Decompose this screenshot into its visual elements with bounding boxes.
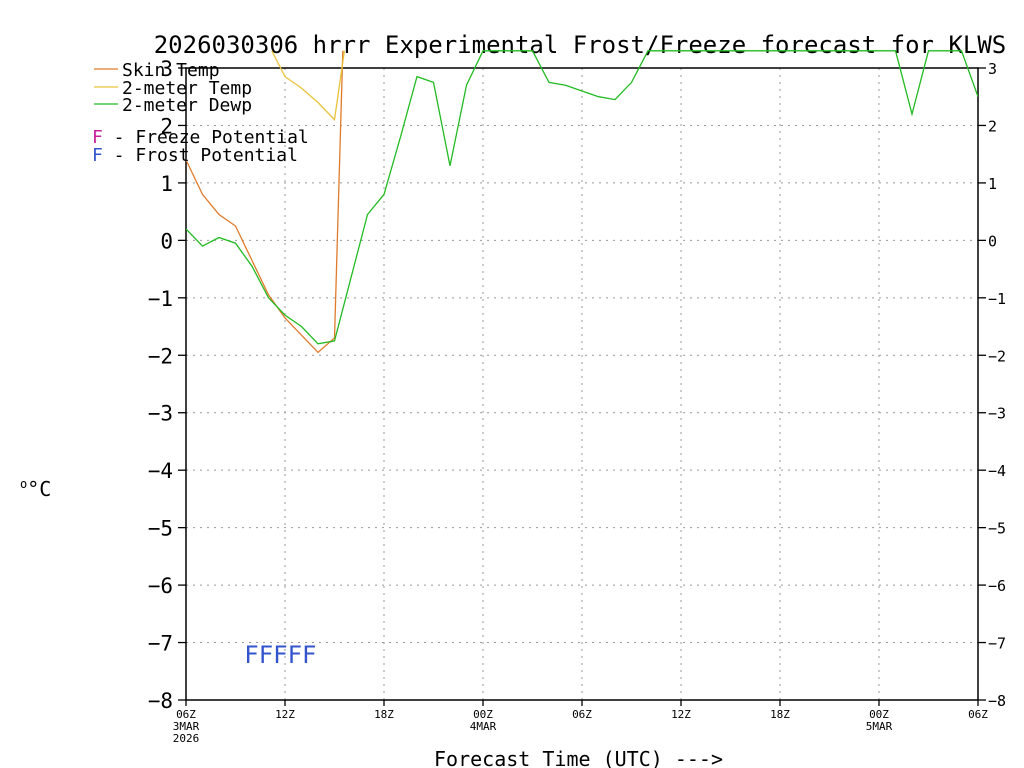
freeze-potential-legend: F - Freeze Potential [92, 127, 309, 148]
y-tick-label-left: −4 [148, 459, 173, 483]
series-line-skin-temp [186, 50, 344, 354]
y-tick-label-left: −1 [148, 287, 173, 311]
y-tick-label-right: −3 [988, 405, 1006, 423]
y-axis: 3 3 2 2 1 1 0 0 −1 −1 −2 −2 −3 −3 −4 −4 −5 −5 −6 −6 −7 −7 −8 −8 [148, 57, 1006, 713]
y-tick-label-left: 3 [160, 57, 173, 81]
x-tick-label: 18Z [770, 708, 790, 721]
y-tick-label-left: −6 [148, 574, 173, 598]
series-line-2-meter-temp [271, 50, 346, 122]
y-tick-label-left: −2 [148, 344, 173, 368]
y-tick-label-left: −8 [148, 689, 173, 713]
y-tick-label-right: −6 [988, 577, 1006, 595]
frost-potential-marks: FFFFF [244, 641, 316, 669]
legend-label-2m-temp: 2-meter Temp [122, 78, 252, 99]
y-tick-label-right: 2 [988, 117, 997, 135]
x-tick-label: 06Z [176, 708, 196, 721]
freeze-potential-letter: F [92, 127, 103, 148]
legend-label-skin-temp: Skin Temp [122, 60, 220, 81]
x-tick-label: 18Z [374, 708, 394, 721]
y-tick-label-right: −7 [988, 635, 1006, 653]
frost-potential-text: - Frost Potential [103, 145, 298, 166]
y-tick-label-left: −5 [148, 517, 173, 541]
y-tick-label-right: 0 [988, 232, 997, 250]
x-axis-label: Forecast Time (UTC) ---> [434, 747, 723, 768]
y-tick-label-right: 1 [988, 175, 997, 193]
y-tick-label-right: −5 [988, 520, 1006, 538]
legend-label-2m-dewp: 2-meter Dewp [122, 95, 252, 116]
freeze-potential-text: - Freeze Potential [103, 127, 309, 148]
frost-potential-letter: F [92, 145, 103, 166]
x-tick-label: 12Z [671, 708, 691, 721]
y-tick-label-left: −3 [148, 402, 173, 426]
x-tick-label: 12Z [275, 708, 295, 721]
y-tick-label-left: 1 [160, 172, 173, 196]
x-tick-label: 00Z [869, 708, 889, 721]
x-tick-label: 06Z [968, 708, 988, 721]
chart-title: 2026030306 hrrr Experimental Frost/Freez… [154, 31, 1007, 59]
y-tick-label-right: −4 [988, 462, 1006, 480]
legend: Skin Temp 2-meter Temp 2-meter Dewp F - … [92, 60, 309, 166]
y-axis-label: o°C [20, 477, 51, 501]
x-tick-label: 00Z [473, 708, 493, 721]
series-lines [186, 50, 978, 354]
y-tick-label-right: −2 [988, 347, 1006, 365]
y-tick-label-left: 2 [160, 114, 173, 138]
x-tick-year-label: 2026 [173, 732, 200, 745]
frost-potential-legend: F - Frost Potential [92, 145, 298, 166]
y-tick-label-right: −1 [988, 290, 1006, 308]
x-tick-date-label: 3MAR [173, 720, 200, 733]
y-tick-label-right: −8 [988, 692, 1006, 710]
series-line-2-meter-dewp [186, 50, 978, 345]
x-tick-date-label: 5MAR [866, 720, 893, 733]
y-tick-label-left: −7 [148, 632, 173, 656]
x-tick-date-label: 4MAR [470, 720, 497, 733]
gridlines [186, 68, 978, 700]
x-tick-label: 06Z [572, 708, 592, 721]
y-tick-label-right: 3 [988, 60, 997, 78]
y-tick-label-left: 0 [160, 229, 173, 253]
